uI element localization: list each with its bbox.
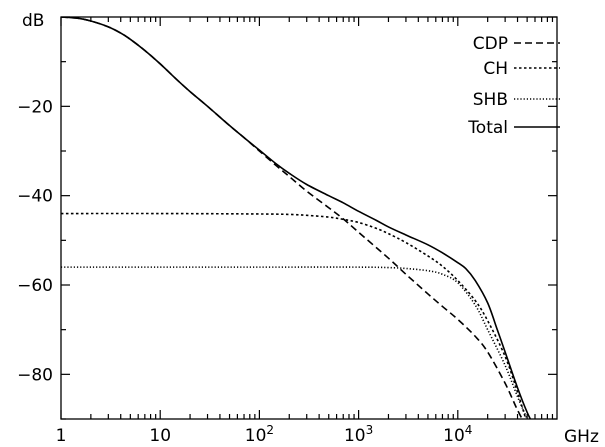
plot-curves	[61, 17, 532, 419]
legend-label-shb: SHB	[473, 90, 508, 110]
x-tick-label: 104	[443, 423, 472, 446]
legend-label-total: Total	[467, 118, 508, 138]
x-axis-label: GHz	[564, 427, 599, 447]
y-tick-label: −60	[17, 276, 53, 296]
x-tick-label: 102	[245, 423, 274, 446]
series-line-cdp	[61, 17, 524, 419]
series-line-shb	[61, 266, 529, 419]
y-tick-label: −80	[17, 365, 53, 385]
legend-label-ch: CH	[483, 59, 508, 79]
x-tick-label: 103	[344, 423, 373, 446]
y-tick-label: −40	[17, 187, 53, 207]
series-line-total	[61, 17, 532, 419]
legend: CDP CH SHB Total	[467, 34, 560, 138]
legend-label-cdp: CDP	[473, 34, 508, 54]
plot-frame	[60, 16, 558, 420]
x-tick-label: 1	[56, 426, 67, 446]
y-axis-label: dB	[22, 11, 44, 31]
series-line-ch	[61, 212, 527, 419]
axis-ticks	[60, 16, 557, 420]
y-tick-label: −20	[17, 97, 53, 117]
x-tick-label: 10	[149, 426, 171, 446]
tick-labels: 1 10 102 103 104 −20 −40 −60 −80	[17, 97, 472, 446]
